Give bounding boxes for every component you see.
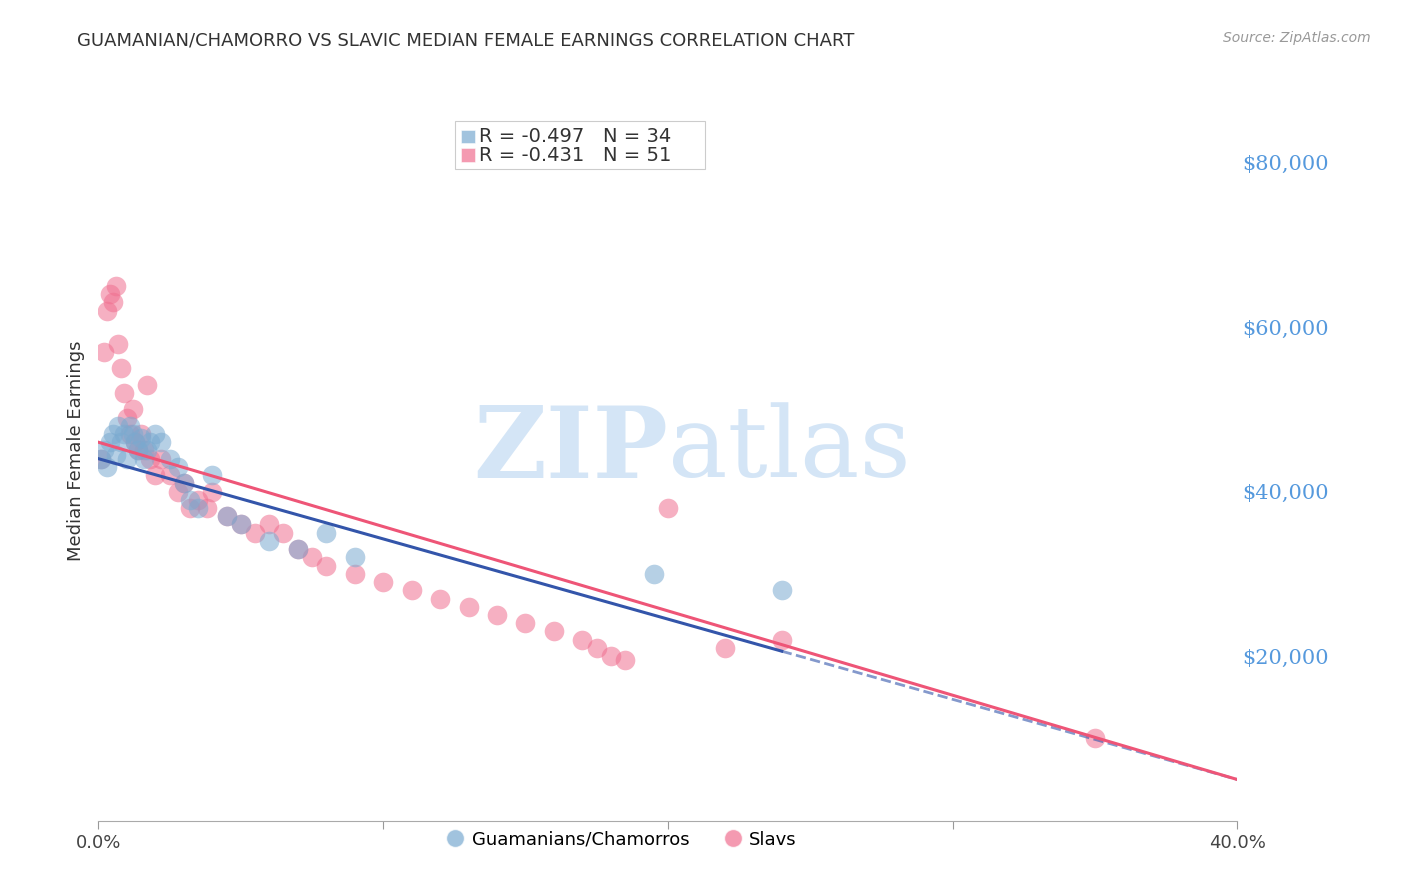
Point	[118, 427, 141, 442]
Point	[107, 336, 129, 351]
Point	[287, 542, 309, 557]
Point	[121, 402, 143, 417]
Point	[150, 451, 173, 466]
Point	[115, 451, 138, 466]
Point	[343, 566, 366, 581]
Point	[124, 435, 146, 450]
Point	[124, 435, 146, 450]
Text: R = -0.497   N = 34: R = -0.497 N = 34	[479, 127, 671, 146]
Point	[107, 418, 129, 433]
Point	[93, 344, 115, 359]
Point	[127, 443, 149, 458]
Point	[159, 468, 181, 483]
Point	[90, 451, 112, 466]
Point	[145, 427, 167, 442]
Point	[127, 443, 149, 458]
Point	[571, 632, 593, 647]
Point	[112, 385, 135, 400]
Text: ZIP: ZIP	[472, 402, 668, 499]
Legend: Guamanians/Chamorros, Slavs: Guamanians/Chamorros, Slavs	[441, 823, 804, 856]
Y-axis label: Median Female Earnings: Median Female Earnings	[66, 340, 84, 561]
Point	[614, 653, 637, 667]
Point	[201, 468, 224, 483]
Point	[259, 533, 281, 548]
Point	[112, 427, 135, 442]
Point	[215, 509, 238, 524]
Point	[173, 476, 195, 491]
Point	[585, 640, 607, 655]
Point	[132, 443, 155, 458]
Point	[135, 443, 157, 458]
Point	[129, 431, 152, 445]
Point	[215, 509, 238, 524]
Point	[145, 468, 167, 483]
Point	[515, 616, 537, 631]
Point	[229, 517, 252, 532]
Point	[273, 525, 295, 540]
Point	[401, 583, 423, 598]
Point	[315, 525, 337, 540]
Point	[115, 410, 138, 425]
Point	[118, 418, 141, 433]
Point	[93, 443, 115, 458]
Point	[150, 435, 173, 450]
Point	[657, 501, 679, 516]
Point	[301, 550, 323, 565]
Point	[129, 427, 152, 442]
Point	[229, 517, 252, 532]
Point	[138, 435, 160, 450]
Point	[187, 492, 209, 507]
Point	[259, 517, 281, 532]
Point	[770, 583, 793, 598]
Bar	[461, 148, 475, 161]
Point	[600, 649, 623, 664]
Point	[90, 451, 112, 466]
Point	[132, 451, 155, 466]
Point	[167, 484, 190, 499]
Point	[173, 476, 195, 491]
Text: Source: ZipAtlas.com: Source: ZipAtlas.com	[1223, 31, 1371, 45]
Point	[110, 361, 132, 376]
Point	[167, 459, 190, 474]
Point	[201, 484, 224, 499]
Point	[373, 575, 395, 590]
Point	[110, 435, 132, 450]
Point	[287, 542, 309, 557]
Point	[179, 501, 201, 516]
Point	[138, 451, 160, 466]
Text: GUAMANIAN/CHAMORRO VS SLAVIC MEDIAN FEMALE EARNINGS CORRELATION CHART: GUAMANIAN/CHAMORRO VS SLAVIC MEDIAN FEMA…	[77, 31, 855, 49]
FancyBboxPatch shape	[456, 121, 706, 169]
Point	[187, 501, 209, 516]
Point	[457, 599, 479, 614]
Point	[104, 279, 127, 293]
Point	[104, 448, 127, 462]
Point	[195, 501, 218, 516]
Point	[96, 303, 118, 318]
Point	[770, 632, 793, 647]
Point	[135, 377, 157, 392]
Point	[429, 591, 451, 606]
Point	[343, 550, 366, 565]
Point	[98, 287, 121, 301]
Text: atlas: atlas	[668, 402, 911, 499]
Text: R = -0.431   N = 51: R = -0.431 N = 51	[479, 145, 672, 164]
Point	[98, 435, 121, 450]
Point	[101, 427, 124, 442]
Point	[315, 558, 337, 573]
Point	[1084, 731, 1107, 746]
Point	[179, 492, 201, 507]
Point	[243, 525, 266, 540]
Point	[643, 566, 665, 581]
Point	[96, 459, 118, 474]
Point	[543, 624, 565, 639]
Point	[159, 451, 181, 466]
Point	[714, 640, 737, 655]
Point	[101, 295, 124, 310]
Point	[121, 427, 143, 442]
Bar	[461, 130, 475, 144]
Point	[486, 607, 509, 622]
